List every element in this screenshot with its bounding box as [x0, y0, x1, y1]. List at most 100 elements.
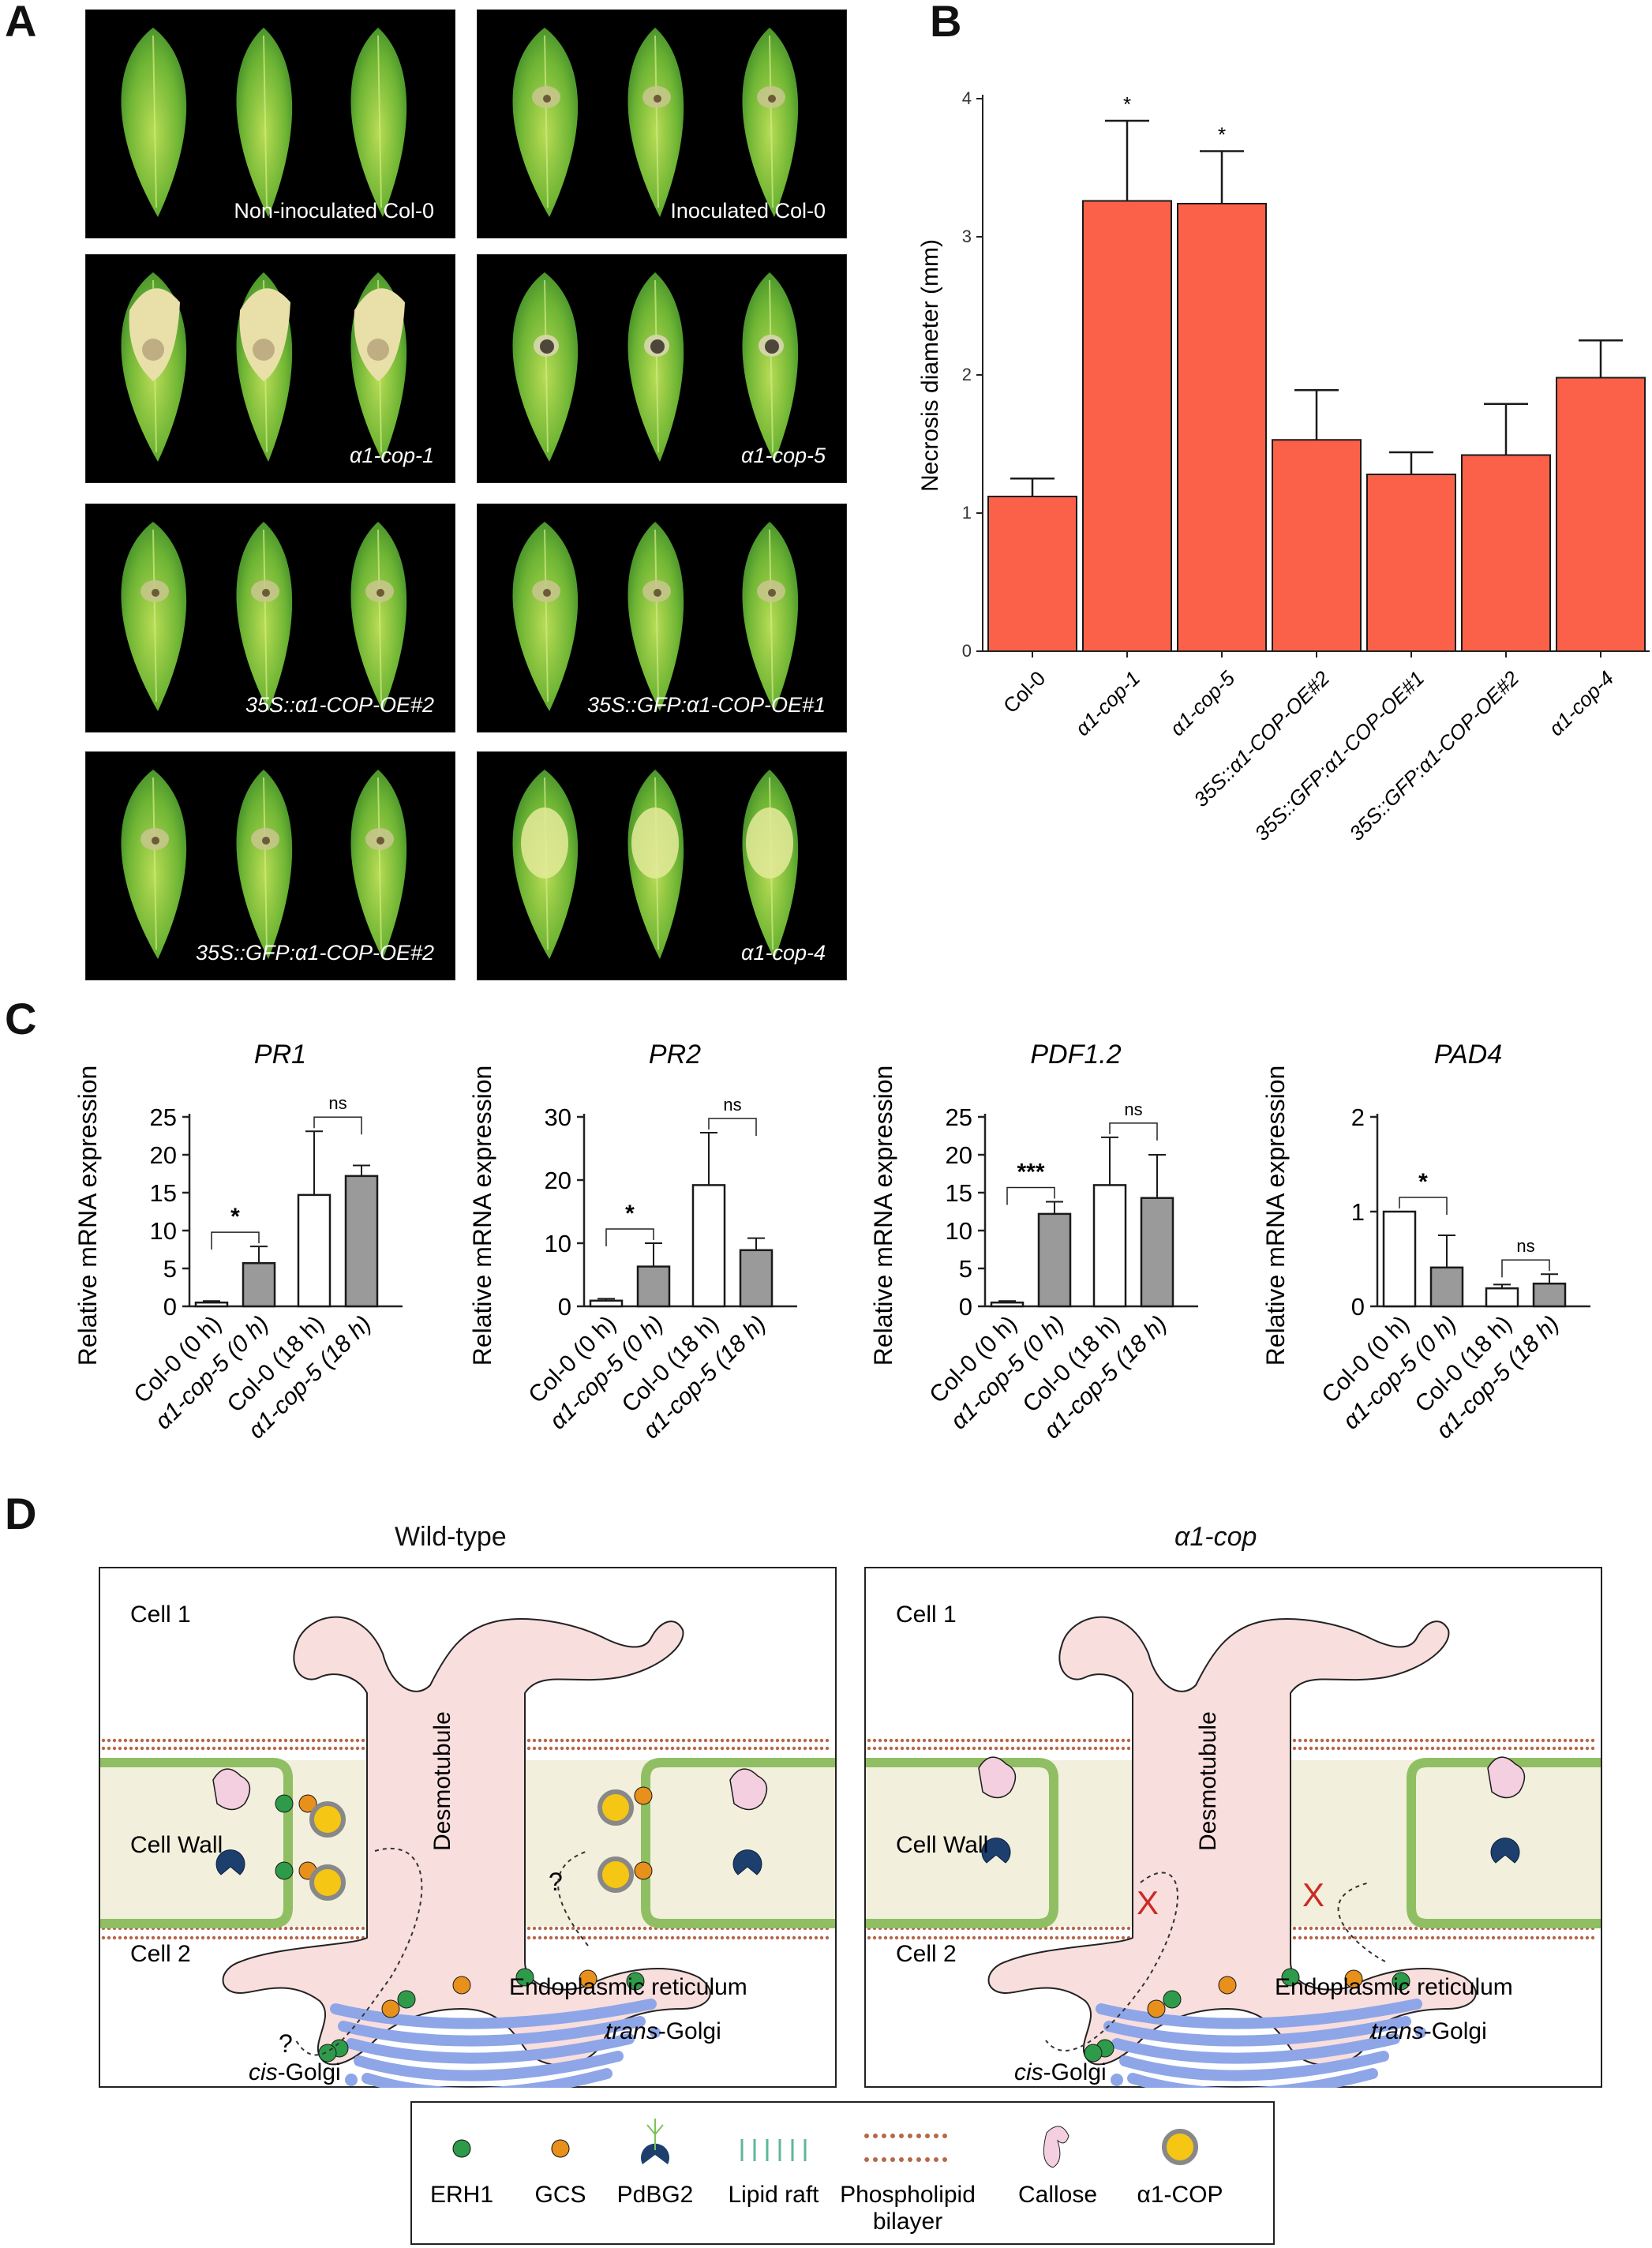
phospholipid-head: [681, 1738, 686, 1743]
phospholipid-head: [1485, 1738, 1490, 1743]
phospholipid-head: [1082, 1746, 1087, 1751]
pdbg2-legend-stem: [646, 2119, 664, 2150]
x-tick-label: Col-0: [998, 666, 1050, 717]
phospholipid-head: [736, 1935, 741, 1940]
cell-wall-label: Cell Wall: [896, 1832, 988, 1858]
phospholipid-head: [549, 1926, 553, 1931]
leaf-midrib: [654, 35, 659, 208]
phospholipid-head: [961, 1746, 965, 1751]
phospholipid-head: [698, 1746, 702, 1751]
bar: [242, 1262, 276, 1308]
phospholipid-head: [781, 1738, 785, 1743]
plasma-membrane-right: [641, 1758, 835, 1928]
phospholipid-head: [1403, 1746, 1407, 1751]
phospholipid-head: [560, 1738, 564, 1743]
golgi-cisterna: [1103, 2016, 1411, 2047]
lesion-center: [768, 95, 776, 103]
phospholipid-head: [1126, 1746, 1131, 1751]
phospholipid-head: [305, 1926, 310, 1931]
leaf-illustration: [121, 28, 407, 217]
photo-label: Inoculated Col-0: [670, 199, 826, 223]
phospholipid-head: [1408, 1935, 1413, 1940]
phospholipid-head: [234, 1746, 238, 1751]
leaf-photo: α1-cop-5: [477, 254, 847, 483]
phospholipid-head: [665, 1746, 669, 1751]
phospholipid-head: [797, 1738, 802, 1743]
x-tick-label: α1-cop-1: [1070, 666, 1144, 740]
erh1-marker: [1163, 1990, 1182, 2009]
phospholipid-head: [239, 1935, 244, 1940]
phospholipid-head: [637, 1738, 642, 1743]
phospholipid-head: [532, 1926, 537, 1931]
endoplasmic-reticulum: [222, 1616, 711, 2066]
phospholipid-head: [123, 1746, 128, 1751]
phospholipid-head: [1049, 1935, 1054, 1940]
phospholipid-head: [167, 1935, 172, 1940]
phospholipid-head: [283, 1926, 288, 1931]
phospholipid-head: [1441, 1738, 1446, 1743]
phospholipid-head: [615, 1935, 620, 1940]
phospholipid-head: [781, 1746, 785, 1751]
phospholipid-head: [736, 1746, 741, 1751]
y-tick-label: 1: [1351, 1198, 1365, 1226]
photo-label: α1-cop-5: [741, 444, 826, 467]
phospholipid-head: [1115, 1738, 1120, 1743]
phospholipid-head: [178, 1738, 183, 1743]
phospholipid-head: [1557, 1738, 1562, 1743]
phospholipid-head: [1546, 1935, 1551, 1940]
phospholipid-head: [786, 1738, 791, 1743]
phospholipid-head: [770, 1738, 774, 1743]
phospholipid-head: [631, 1746, 636, 1751]
phospholipid-head: [1392, 1738, 1396, 1743]
phospholipid-head: [554, 1935, 559, 1940]
legend-frame: [410, 2101, 1275, 2245]
leaf: [121, 770, 187, 959]
phospholipid-head: [223, 1935, 227, 1940]
leaf-photo: α1-cop-1: [85, 254, 455, 483]
phospholipid-head: [1010, 1738, 1015, 1743]
phospholipid-head: [1005, 1738, 1010, 1743]
phospholipid-head: [825, 1746, 830, 1751]
phospholipid-head: [311, 1935, 316, 1940]
phospholipid-head: [1491, 1935, 1496, 1940]
phospholipid-head: [933, 1738, 938, 1743]
leaf: [627, 272, 684, 462]
phospholipid-head: [1519, 1746, 1523, 1751]
phospholipid-head: [1353, 1746, 1358, 1751]
phospholipid-head: [1552, 1935, 1556, 1940]
phospholipid-head: [322, 1935, 327, 1940]
phospholipid-head: [1110, 1926, 1114, 1931]
phospholipid-head: [1524, 1935, 1529, 1940]
phospholipid-head: [184, 1738, 189, 1743]
trans-golgi-suffix: -Golgi: [658, 2018, 721, 2044]
phospholipid-head: [1309, 1738, 1313, 1743]
a1-cop-marker: [597, 1789, 634, 1826]
phospholipid-head: [1557, 1935, 1562, 1940]
phospholipid-head: [305, 1738, 310, 1743]
phospholipid-head: [1320, 1926, 1324, 1931]
phospholipid-head: [1485, 1935, 1490, 1940]
phospholipid-head: [206, 1935, 211, 1940]
bar: [990, 1301, 1025, 1308]
phospholipid-head: [955, 1738, 960, 1743]
phospholipid-head: [775, 1935, 780, 1940]
phospholipid-head: [361, 1746, 365, 1751]
phospholipid-head: [1110, 1746, 1114, 1751]
x-tick-label: α1-cop-5: [1165, 666, 1239, 740]
phospholipid-head: [1414, 1746, 1418, 1751]
phospholipid-legend-icon: [873, 2157, 878, 2162]
phospholipid-head: [1038, 1738, 1043, 1743]
phospholipid-head: [781, 1935, 785, 1940]
y-tick-label: 0: [163, 1293, 177, 1321]
bar: [1485, 1287, 1519, 1308]
phospholipid-head: [620, 1935, 625, 1940]
phospholipid-head: [1342, 1926, 1347, 1931]
y-tick-label: 25: [946, 1103, 972, 1131]
phospholipid-head: [808, 1738, 813, 1743]
phospholipid-head: [261, 1935, 266, 1940]
phospholipid-legend-icon: [864, 2157, 869, 2162]
phospholipid-head: [1331, 1926, 1335, 1931]
phospholipid-head: [819, 1746, 824, 1751]
phospholipid-head: [151, 1738, 155, 1743]
phospholipid-head: [1552, 1738, 1556, 1743]
